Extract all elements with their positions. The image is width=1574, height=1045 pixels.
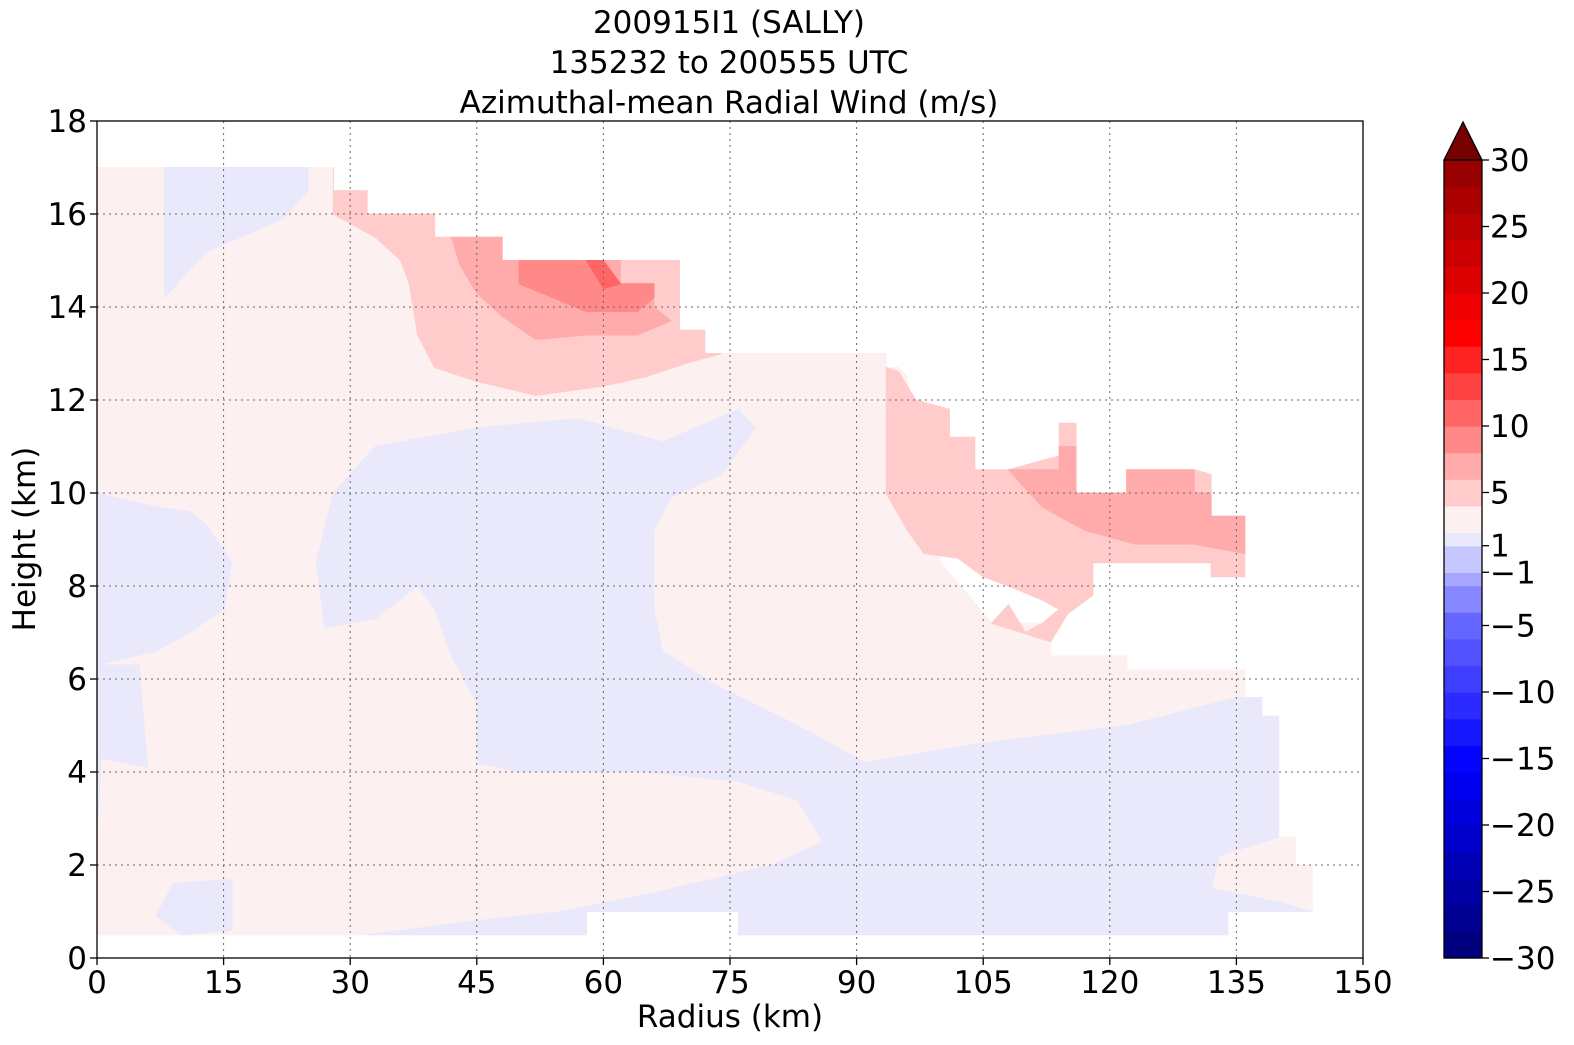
colorbar-segment [1444, 372, 1482, 400]
colorbar-tick-label: 25 [1490, 210, 1529, 246]
colorbar-segment [1444, 931, 1482, 959]
contour-region-5 [315, 408, 1313, 936]
colorbar-segment [1444, 585, 1482, 613]
contour-regions [97, 167, 1313, 936]
x-tick-label: 120 [1080, 965, 1139, 1001]
colorbar-segment [1444, 319, 1482, 347]
colorbar-segment [1444, 771, 1482, 799]
colorbar-segment [1444, 545, 1482, 573]
colorbar-frame [1443, 159, 1483, 959]
contour-region-9 [1007, 446, 1246, 555]
colorbar-tick-label: 10 [1490, 409, 1529, 445]
colorbar-segment [1444, 293, 1482, 321]
x-tick-label: 45 [457, 965, 496, 1001]
colorbar-tick-label: −30 [1490, 941, 1555, 977]
colorbar-segment [1444, 665, 1482, 693]
x-tick-label: 90 [837, 965, 876, 1001]
x-axis-label: Radius (km) [637, 999, 823, 1035]
colorbar-tick-label: −25 [1490, 875, 1555, 911]
colorbar-segment [1444, 825, 1482, 853]
colorbar-segment [1444, 638, 1482, 666]
colorbar-segment [1444, 692, 1482, 720]
y-axis: 0 2 4 6 8 10 12 14 16 18 [48, 104, 97, 977]
y-tick-label: 2 [67, 848, 87, 884]
colorbar-segment [1444, 452, 1482, 480]
x-tick-label: 15 [204, 965, 243, 1001]
colorbar-segment [1444, 851, 1482, 879]
colorbar-segment [1444, 479, 1482, 507]
y-tick-label: 10 [48, 476, 87, 512]
y-tick-label: 14 [48, 290, 87, 326]
colorbar-segment [1444, 426, 1482, 454]
colorbar-segment [1444, 213, 1482, 241]
colorbar-segment [1444, 718, 1482, 746]
y-tick-label: 6 [67, 662, 87, 698]
colorbar-tick-label: −20 [1490, 808, 1555, 844]
colorbar-tick-label: 15 [1490, 343, 1529, 379]
colorbar-segment [1444, 160, 1482, 188]
colorbar-tick-label: −5 [1490, 609, 1536, 645]
colorbar-tick-label: −15 [1490, 742, 1555, 778]
colorbar-segment [1444, 505, 1482, 533]
x-tick-label: 75 [710, 965, 749, 1001]
colorbar-segment [1444, 239, 1482, 267]
colorbar-tick-label: −1 [1490, 555, 1536, 591]
x-tick-label: 150 [1333, 965, 1392, 1001]
chart-title-line-3: Azimuthal-mean Radial Wind (m/s) [459, 85, 999, 121]
plot-area [96, 120, 1364, 959]
y-tick-label: 4 [67, 755, 87, 791]
y-tick-label: 0 [67, 941, 87, 977]
colorbar-tick-label: 30 [1490, 143, 1529, 179]
contour-region-11 [585, 260, 622, 289]
contour-region-2 [97, 492, 233, 666]
y-tick-label: 18 [48, 104, 87, 140]
colorbar-segment [1444, 346, 1482, 374]
colorbar-segment [1444, 745, 1482, 773]
chart-title-line-2: 135232 to 200555 UTC [549, 45, 909, 81]
y-tick-label: 8 [67, 569, 87, 605]
y-tick-label: 16 [48, 197, 87, 233]
colorbar-segment [1444, 399, 1482, 427]
contour-region-4 [164, 167, 309, 299]
colorbar-segment [1444, 266, 1482, 294]
y-tick-label: 12 [48, 383, 87, 419]
contour-region-1 [97, 664, 149, 838]
colorbar-segment [1444, 878, 1482, 906]
colorbar-segment [1444, 798, 1482, 826]
colorbar-segment [1444, 904, 1482, 932]
x-tick-label: 30 [330, 965, 369, 1001]
x-tick-label: 60 [584, 965, 623, 1001]
colorbar-tick-label: −10 [1490, 675, 1555, 711]
y-axis-label: Height (km) [7, 447, 43, 632]
x-axis: 0 15 30 45 60 75 90 105 120 135 150 [87, 958, 1393, 1001]
grid-lines [97, 121, 1363, 958]
colorbar-tick-label: 20 [1490, 276, 1529, 312]
colorbar-segment [1444, 612, 1482, 640]
x-tick-label: 135 [1207, 965, 1266, 1001]
colorbar-segment [1444, 186, 1482, 214]
colorbar-segment [1444, 572, 1482, 587]
colorbar-tick-label: 5 [1490, 476, 1510, 512]
colorbar-segment [1444, 532, 1482, 547]
colorbar-tick-label: 1 [1490, 529, 1510, 565]
colorbar-extend-arrow [1442, 120, 1484, 161]
x-tick-label: 0 [87, 965, 107, 1001]
x-tick-label: 105 [954, 965, 1013, 1001]
chart-title-line-1: 200915I1 (SALLY) [592, 5, 866, 41]
contour-region-3 [155, 878, 233, 936]
